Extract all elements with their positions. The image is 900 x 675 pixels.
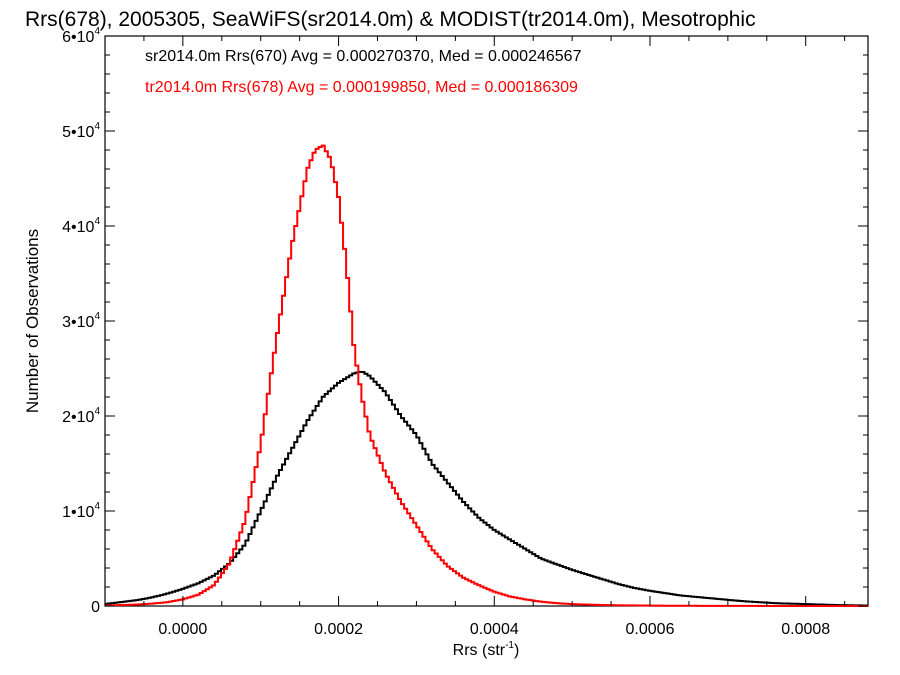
x-axis-label-sup: -1 xyxy=(505,640,514,651)
y-tick-label-3: 3•104 xyxy=(62,311,100,331)
y-tick-label-6: 6•104 xyxy=(62,26,100,46)
y-tick-label-1: 1•104 xyxy=(62,501,100,521)
plot-frame xyxy=(104,35,869,607)
y-tick-label-0: 0 xyxy=(91,599,100,616)
x-axis-label-main: Rrs (str xyxy=(453,642,506,659)
series-line-0 xyxy=(105,370,868,607)
y-tick-label-4: 4•104 xyxy=(62,216,100,236)
legend-entry-red: tr2014.0m Rrs(678) Avg = 0.000199850, Me… xyxy=(145,79,578,96)
x-axis-label: Rrs (str-1) xyxy=(453,640,520,659)
x-axis-label-end: ) xyxy=(514,642,519,659)
y-tick-label-2: 2•104 xyxy=(62,406,100,426)
x-tick-label-1: 0.0002 xyxy=(314,621,363,638)
legend-entry-black: sr2014.0m Rrs(670) Avg = 0.000270370, Me… xyxy=(145,48,582,65)
x-axis-ticks: 0.0000 0.0002 0.0004 0.0006 0.0008 xyxy=(104,36,846,638)
series-layer xyxy=(105,144,868,607)
chart-title: Rrs(678), 2005305, SeaWiFS(sr2014.0m) & … xyxy=(25,8,756,31)
y-axis-label: Number of Observations xyxy=(23,229,42,413)
x-tick-label-4: 0.0008 xyxy=(781,621,830,638)
x-tick-label-3: 0.0006 xyxy=(626,621,675,638)
y-tick-label-5: 5•104 xyxy=(62,121,100,141)
y-axis-ticks: 0 1•104 2•104 3•104 4•104 5•104 6•104 xyxy=(62,26,868,616)
x-tick-label-2: 0.0004 xyxy=(470,621,519,638)
series-line-1 xyxy=(105,144,868,607)
x-tick-label-0: 0.0000 xyxy=(158,621,207,638)
